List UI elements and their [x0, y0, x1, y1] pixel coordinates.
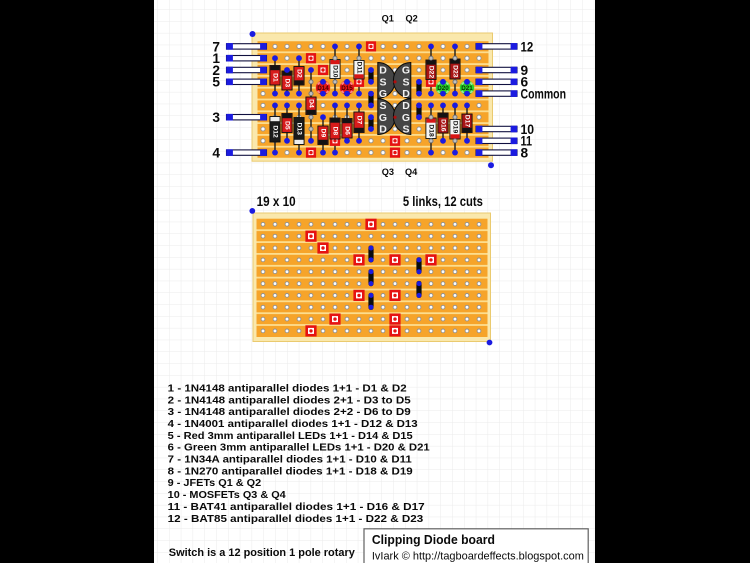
svg-text:D18: D18 [428, 124, 435, 137]
svg-text:D15: D15 [341, 85, 353, 92]
svg-text:D3: D3 [284, 78, 291, 87]
svg-text:D7: D7 [356, 116, 363, 125]
svg-text:5 - Red 3mm antiparallel LEDs: 5 - Red 3mm antiparallel LEDs 1+1 - D14 … [168, 431, 413, 442]
svg-text:12: 12 [521, 39, 534, 54]
svg-text:S: S [402, 76, 409, 88]
svg-text:D6: D6 [344, 126, 351, 135]
svg-text:11: 11 [521, 134, 533, 149]
svg-text:D19: D19 [452, 121, 459, 134]
svg-text:D: D [379, 65, 387, 77]
svg-text:12 - BAT85 antiparallel diodes: 12 - BAT85 antiparallel diodes 1+1 - D22… [168, 514, 424, 525]
svg-text:D23: D23 [452, 65, 459, 78]
svg-text:9 - JFETs Q1 & Q2: 9 - JFETs Q1 & Q2 [168, 478, 262, 489]
svg-text:Q4: Q4 [405, 167, 418, 177]
svg-text:D: D [402, 100, 410, 112]
svg-text:S: S [379, 76, 386, 88]
svg-text:G: G [379, 88, 387, 100]
svg-text:D22: D22 [428, 66, 435, 79]
svg-text:D20: D20 [437, 85, 449, 92]
svg-text:G: G [402, 65, 410, 77]
svg-text:5: 5 [212, 75, 220, 90]
svg-text:D2: D2 [296, 69, 303, 78]
svg-text:11 - BAT41 antiparallel diodes: 11 - BAT41 antiparallel diodes 1+1 - D16… [168, 502, 425, 513]
svg-text:3: 3 [212, 110, 220, 125]
svg-text:2: 2 [212, 63, 220, 78]
svg-text:3 - 1N4148 antiparallel diodes: 3 - 1N4148 antiparallel diodes 2+2 - D6 … [168, 407, 411, 418]
svg-text:IvIark © http://tagboardeffect: IvIark © http://tagboardeffects.blogspot… [372, 551, 584, 563]
svg-text:S: S [402, 124, 409, 136]
svg-text:D1: D1 [272, 73, 279, 82]
svg-text:Q2: Q2 [405, 14, 417, 24]
svg-text:D16: D16 [440, 119, 447, 132]
svg-text:D17: D17 [464, 115, 471, 128]
svg-text:G: G [402, 112, 410, 124]
svg-text:Clipping Diode board: Clipping Diode board [372, 532, 495, 547]
svg-text:10: 10 [521, 122, 535, 137]
svg-text:4: 4 [212, 146, 220, 161]
svg-text:D8: D8 [332, 126, 339, 135]
svg-text:8: 8 [521, 146, 529, 161]
svg-text:8 - 1N270 antiparallel diodes: 8 - 1N270 antiparallel diodes 1+1 - D18 … [168, 466, 413, 477]
svg-text:D9: D9 [320, 129, 327, 138]
svg-text:G: G [379, 112, 387, 124]
svg-text:D: D [379, 124, 387, 136]
svg-text:Q1: Q1 [382, 14, 394, 24]
svg-text:1 - 1N4148 antiparallel diodes: 1 - 1N4148 antiparallel diodes 1+1 - D1 … [168, 383, 407, 394]
svg-text:D14: D14 [317, 85, 329, 92]
svg-text:D12: D12 [272, 125, 279, 138]
svg-text:7 - 1N34A antiparallel diodes: 7 - 1N34A antiparallel diodes 1+1 - D10 … [168, 455, 412, 466]
svg-text:19 x 10: 19 x 10 [257, 194, 296, 209]
svg-text:1: 1 [212, 51, 220, 66]
svg-text:4 - 1N4001 antiparallel diodes: 4 - 1N4001 antiparallel diodes 1+1 - D12… [168, 419, 418, 430]
svg-text:2 - 1N4148 antiparallel diodes: 2 - 1N4148 antiparallel diodes 2+1 - D3 … [168, 395, 411, 406]
svg-text:6: 6 [521, 75, 529, 90]
svg-text:D5: D5 [284, 121, 291, 130]
svg-text:6 - Green 3mm antiparallel LED: 6 - Green 3mm antiparallel LEDs 1+1 - D2… [168, 443, 430, 454]
svg-text:Switch is a 12 position 1 pole: Switch is a 12 position 1 pole rotary [169, 547, 356, 559]
svg-text:5 links, 12 cuts: 5 links, 12 cuts [403, 194, 483, 209]
svg-text:D13: D13 [296, 122, 303, 135]
svg-text:D: D [402, 88, 410, 100]
svg-text:D21: D21 [461, 85, 473, 92]
svg-text:D11: D11 [356, 61, 363, 73]
svg-text:D4: D4 [308, 99, 315, 108]
svg-text:9: 9 [521, 63, 529, 78]
svg-text:Q3: Q3 [382, 167, 394, 177]
svg-text:7: 7 [212, 39, 220, 54]
svg-text:10 - MOSFETs Q3 & Q4: 10 - MOSFETs Q3 & Q4 [168, 490, 286, 501]
svg-text:S: S [379, 100, 386, 112]
svg-text:D10: D10 [332, 65, 339, 78]
svg-text:Common: Common [521, 87, 567, 102]
